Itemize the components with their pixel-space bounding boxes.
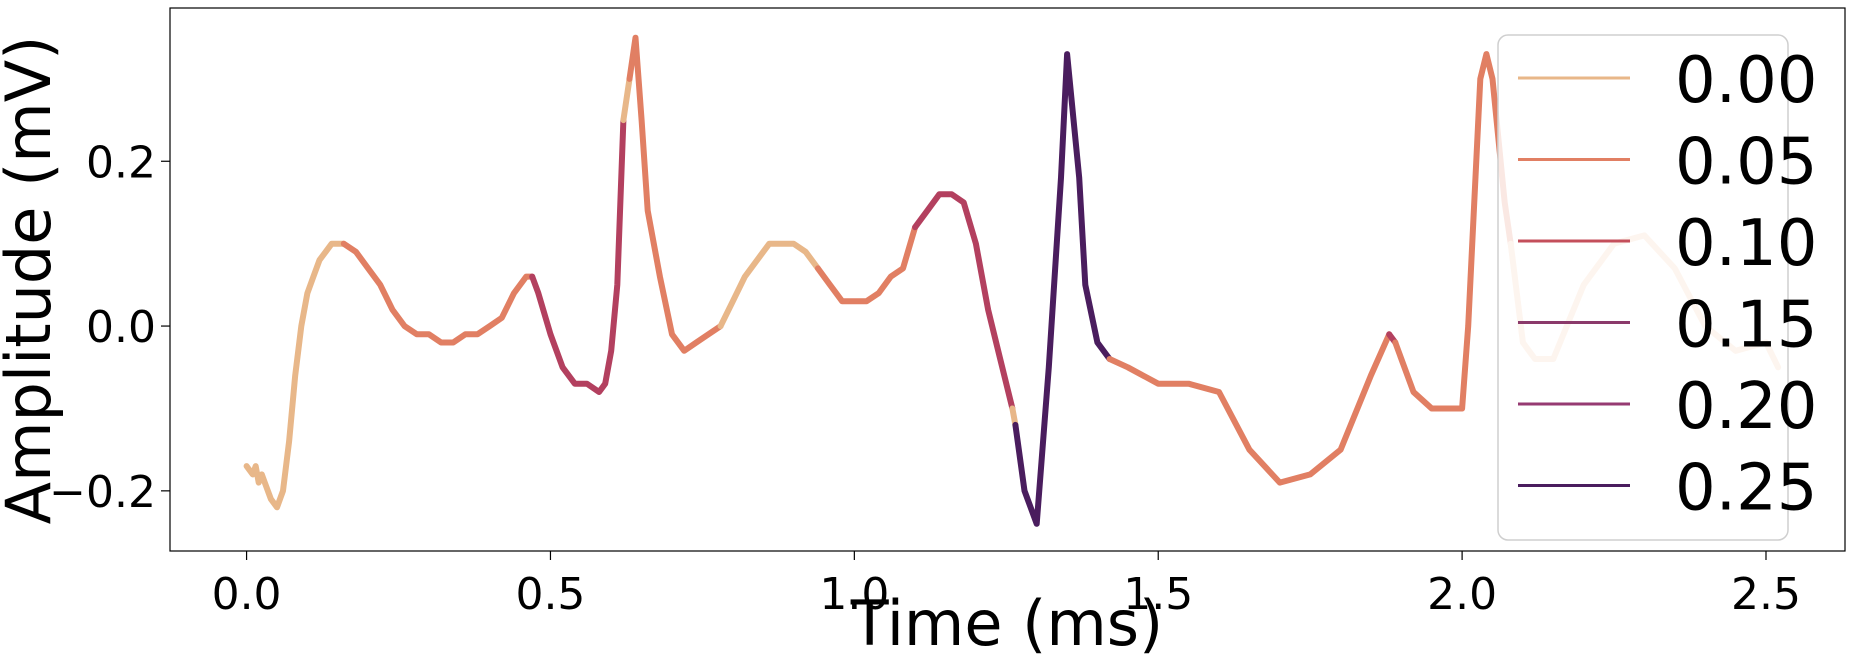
x-tick-label: 0.5: [515, 569, 585, 620]
legend-label: 0.10: [1675, 207, 1818, 281]
legend-label: 0.05: [1675, 126, 1818, 200]
y-tick-label: 0.0: [86, 302, 156, 353]
legend-box: [1497, 34, 1789, 541]
signal-segment-6: [814, 224, 919, 305]
legend-label: 0.00: [1675, 44, 1818, 118]
signal-segment-10: [1106, 331, 1393, 486]
x-tick-label: 1.0: [819, 569, 889, 620]
legend-label: 0.20: [1675, 370, 1818, 444]
signal-segment-12: [1392, 51, 1514, 412]
signal-segment-0: [243, 240, 347, 511]
plot-frame: [169, 7, 1846, 552]
signal-segment-4: [626, 34, 724, 354]
legend-label: 0.15: [1675, 289, 1818, 363]
x-axis-title: Time (ms): [850, 587, 1164, 660]
signal-segment-9: [1012, 51, 1113, 527]
x-axis: 0.0 0.5 1.0 1.5 2.0 2.5: [212, 551, 1801, 620]
signal-segment-7: [912, 191, 1016, 412]
signal-segment-3: [620, 75, 633, 124]
x-tick-label: 2.5: [1731, 569, 1801, 620]
signal-segment-1: [340, 240, 536, 346]
x-tick-label: 0.0: [212, 569, 282, 620]
y-tick-label: 0.2: [86, 137, 156, 188]
y-axis: −0.2 0.0 0.2: [49, 137, 170, 518]
x-tick-label: 2.0: [1427, 569, 1497, 620]
y-tick-label: −0.2: [49, 467, 156, 518]
signal-segment-2: [529, 117, 627, 395]
legend: 0.00 0.050.10 0.150.20 0.25: [1518, 44, 1818, 526]
x-tick-label: 1.5: [1123, 569, 1193, 620]
legend-label: 0.25: [1675, 452, 1818, 526]
y-axis-title: Amplitude (mV): [0, 36, 65, 525]
signal-segment-5: [717, 240, 821, 330]
